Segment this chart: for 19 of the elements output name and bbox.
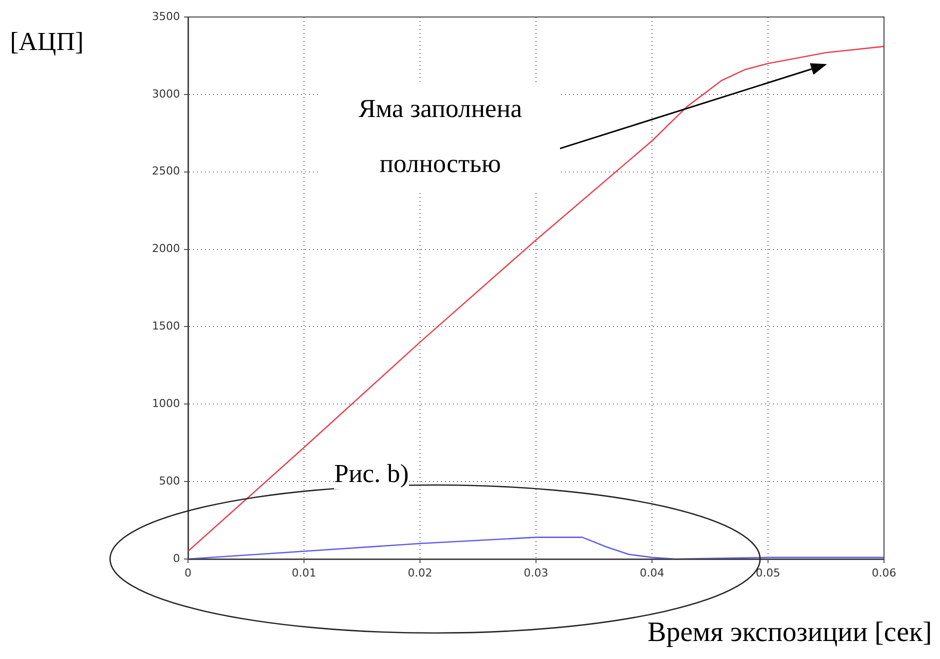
- y-axis-title: [АЦП]: [10, 27, 84, 57]
- annotation: Яма заполнена полностью: [320, 82, 560, 192]
- y-tick-label: 500: [159, 474, 180, 488]
- x-tick-label: 0.02: [408, 566, 432, 580]
- x-axis-title: Время экспозиции [сек]: [648, 617, 932, 649]
- x-tick-label: 0.06: [872, 566, 896, 580]
- y-tick-label: 0: [173, 552, 180, 565]
- x-tick-label: 0: [184, 566, 192, 580]
- annotation: Рис. b): [334, 458, 409, 489]
- x-tick-label: 0.04: [640, 566, 664, 580]
- y-tick-label: 1000: [152, 397, 180, 410]
- y-tick-label: 2000: [152, 242, 180, 256]
- x-tick-label: 0.05: [756, 566, 780, 580]
- y-tick-label: 2500: [152, 164, 180, 178]
- y-tick-label: 3000: [152, 87, 180, 100]
- y-tick-label: 3500: [152, 10, 180, 23]
- x-tick-label: 0.01: [292, 566, 316, 580]
- y-tick-label: 1500: [152, 320, 180, 333]
- x-tick-label: 0.03: [524, 566, 548, 580]
